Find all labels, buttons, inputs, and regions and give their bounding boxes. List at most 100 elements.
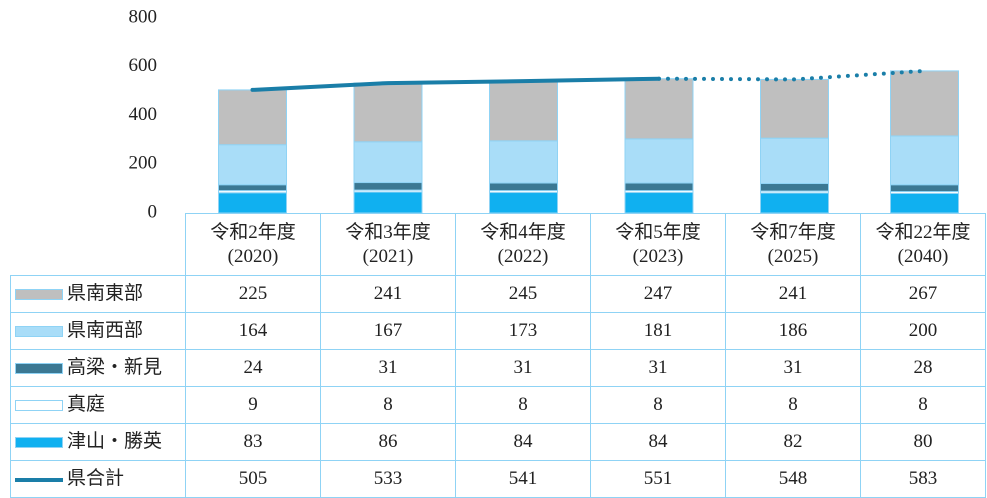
legend-label: 県南西部	[67, 320, 144, 341]
legend-cell: 高梁・新見	[10, 349, 186, 387]
bar-segment	[218, 89, 287, 146]
value-cell: 247	[590, 275, 726, 313]
total-line	[250, 76, 661, 92]
legend-cell: 県合計	[10, 460, 186, 498]
value-cell: 31	[590, 349, 726, 387]
data-row: 津山・勝英 83 86 84 84 82 80	[10, 423, 986, 461]
total-line-projected	[657, 68, 927, 82]
corner	[10, 213, 186, 276]
value-cell: 548	[725, 460, 861, 498]
bar-segment	[353, 141, 423, 184]
value-cell: 28	[860, 349, 986, 387]
value-cell: 164	[185, 312, 321, 350]
legend-label: 高梁・新見	[67, 357, 163, 378]
value-cell: 24	[185, 349, 321, 387]
legend-label: 県南東部	[67, 283, 144, 304]
legend-cell: 真庭	[10, 386, 186, 424]
value-cell: 84	[590, 423, 726, 461]
y-tick-label: 400	[129, 104, 158, 125]
category-label: 令和5年度 (2023)	[590, 213, 726, 276]
legend-swatch	[15, 289, 63, 301]
data-row: 高梁・新見 24 31 31 31 31 28	[10, 349, 986, 387]
value-cell: 200	[860, 312, 986, 350]
legend-swatch	[15, 363, 63, 375]
legend-swatch	[15, 477, 63, 482]
value-cell: 84	[455, 423, 591, 461]
legend-swatch	[15, 400, 63, 412]
value-cell: 8	[725, 386, 861, 424]
bar-segment	[760, 183, 829, 192]
bar-segment	[624, 78, 694, 140]
category-label: 令和3年度 (2021)	[320, 213, 456, 276]
value-cell: 86	[320, 423, 456, 461]
category-label: 令和2年度 (2020)	[185, 213, 321, 276]
bar-segment	[489, 80, 558, 142]
legend-swatch	[15, 326, 63, 338]
bar-segment	[890, 70, 959, 137]
value-cell: 541	[455, 460, 591, 498]
bar-segment	[760, 78, 829, 139]
data-row: 真庭 9 8 8 8 8 8	[10, 386, 986, 424]
value-cell: 167	[320, 312, 456, 350]
value-cell: 505	[185, 460, 321, 498]
legend-label: 県合計	[67, 468, 125, 489]
data-row: 県南東部 225 241 245 247 241 267	[10, 275, 986, 313]
value-cell: 9	[185, 386, 321, 424]
value-cell: 31	[725, 349, 861, 387]
value-cell: 8	[455, 386, 591, 424]
bar-segment	[353, 191, 423, 214]
value-cell: 241	[320, 275, 456, 313]
bar-segment	[218, 144, 287, 186]
bar-segment	[890, 184, 959, 193]
legend-swatch	[15, 437, 63, 449]
value-cell: 241	[725, 275, 861, 313]
category-label: 令和7年度 (2025)	[725, 213, 861, 276]
legend-label: 津山・勝英	[67, 431, 163, 452]
value-cell: 173	[455, 312, 591, 350]
bar-segment	[218, 192, 287, 214]
bar-segment	[890, 135, 959, 186]
y-tick-label: 800	[129, 6, 158, 27]
value-cell: 533	[320, 460, 456, 498]
legend-cell: 県南西部	[10, 312, 186, 350]
value-cell: 583	[860, 460, 986, 498]
value-cell: 267	[860, 275, 986, 313]
value-cell: 31	[320, 349, 456, 387]
y-tick-label: 200	[129, 153, 158, 174]
value-cell: 80	[860, 423, 986, 461]
legend-cell: 県南東部	[10, 275, 186, 313]
bar-segment	[624, 182, 694, 192]
value-cell: 181	[590, 312, 726, 350]
bar-segment	[218, 184, 287, 192]
y-tick-label: 600	[129, 55, 158, 76]
legend-label: 真庭	[67, 394, 106, 415]
category-label: 令和4年度 (2022)	[455, 213, 591, 276]
data-row: 県南西部 164 167 173 181 186 200	[10, 312, 986, 350]
bar-segment	[760, 192, 829, 214]
value-cell: 245	[455, 275, 591, 313]
bar-segment	[353, 182, 423, 191]
value-cell: 8	[320, 386, 456, 424]
bar-segment	[353, 82, 423, 143]
bar-segment	[624, 192, 694, 214]
value-cell: 31	[455, 349, 591, 387]
value-cell: 186	[725, 312, 861, 350]
value-cell: 225	[185, 275, 321, 313]
bar-segment	[760, 137, 829, 185]
bar-segment	[489, 192, 558, 214]
value-cell: 551	[590, 460, 726, 498]
bar-segment	[624, 138, 694, 184]
legend-cell: 津山・勝英	[10, 423, 186, 461]
y-tick-label: 0	[148, 201, 158, 222]
bar-segment	[489, 140, 558, 184]
value-cell: 82	[725, 423, 861, 461]
value-cell: 8	[590, 386, 726, 424]
bar-segment	[489, 182, 558, 192]
value-cell: 83	[185, 423, 321, 461]
header-row: 令和2年度 (2020) 令和3年度 (2021) 令和4年度 (2022) 令和5年…	[10, 213, 986, 276]
value-cell: 8	[860, 386, 986, 424]
category-label: 令和22年度 (2040)	[860, 213, 986, 276]
data-row: 県合計 505 533 541 551 548 583	[10, 460, 986, 498]
